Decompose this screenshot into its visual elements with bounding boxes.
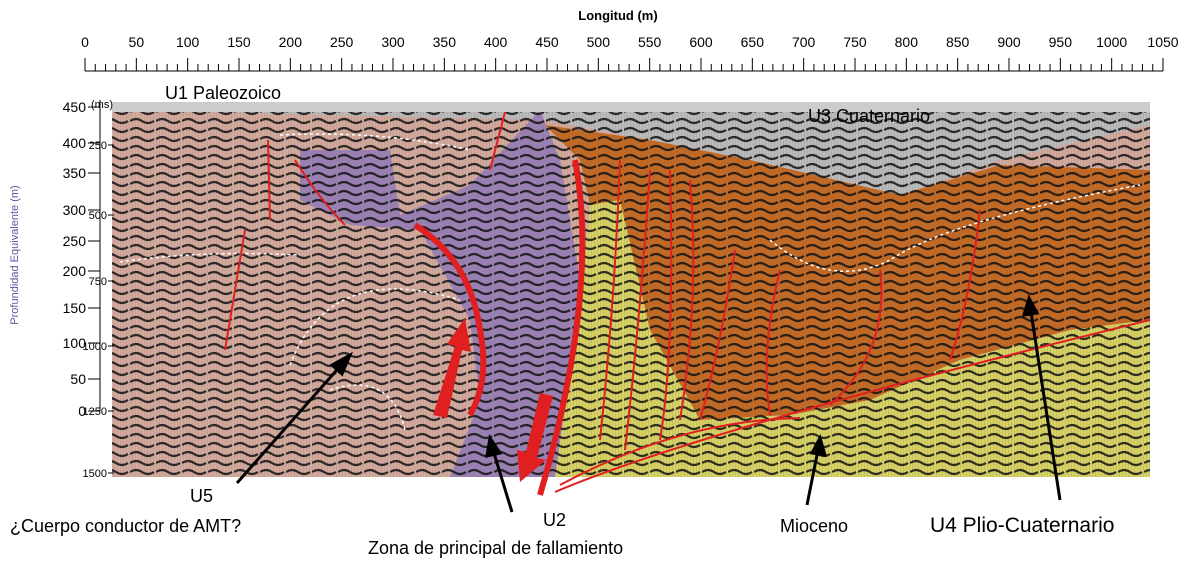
x-tick-label: 900 — [997, 34, 1021, 50]
figure: Profundidad Equivalente (m) Longitud (m)… — [0, 0, 1198, 563]
y-tick-label: 50 — [70, 371, 86, 387]
depth-axis-title: Profundidad Equivalente (m) — [9, 185, 21, 324]
x-tick-label: 650 — [741, 34, 765, 50]
x-tick-label: 400 — [484, 34, 508, 50]
top-band — [112, 102, 1150, 112]
length-axis-title: Longitud (m) — [578, 8, 657, 23]
unit-label: U2 — [543, 510, 566, 530]
time-tick-label: 500 — [89, 210, 107, 222]
unit-label: Mioceno — [780, 516, 848, 536]
x-tick-label: 300 — [381, 34, 405, 50]
x-tick-label: 850 — [946, 34, 970, 50]
y-tick-label: 200 — [63, 263, 87, 279]
x-tick-label: 700 — [792, 34, 816, 50]
x-tick-label: 150 — [227, 34, 251, 50]
x-tick-label: 1000 — [1096, 34, 1127, 50]
unit-label: U1 Paleozoico — [165, 83, 281, 103]
x-tick-label: 600 — [689, 34, 713, 50]
time-unit: (ms) — [91, 99, 113, 111]
x-tick-label: 950 — [1049, 34, 1073, 50]
time-tick-label: 750 — [89, 276, 107, 288]
unit-label: U4 Plio-Cuaternario — [930, 514, 1114, 537]
x-tick-label: 200 — [279, 34, 303, 50]
x-tick-label: 450 — [535, 34, 559, 50]
time-tick-label: 1250 — [83, 406, 107, 418]
time-tick-label: 1000 — [83, 341, 107, 353]
y-tick-label: 350 — [63, 165, 87, 181]
x-tick-label: 100 — [176, 34, 200, 50]
unit-note: ¿Cuerpo conductor de AMT? — [10, 516, 241, 536]
y-tick-label: 300 — [63, 202, 87, 218]
x-tick-label: 0 — [81, 34, 89, 50]
x-tick-label: 750 — [843, 34, 867, 50]
time-tick-label: 250 — [89, 140, 107, 152]
y-tick-label: 250 — [63, 233, 87, 249]
time-tick-label: 1500 — [83, 468, 107, 480]
x-tick-label: 500 — [587, 34, 611, 50]
y-tick-label: 450 — [63, 99, 87, 115]
unit-label: U5 — [190, 486, 213, 506]
unit-note: Zona de principal de fallamiento — [368, 538, 623, 558]
x-tick-label: 50 — [129, 34, 145, 50]
x-tick-label: 250 — [330, 34, 354, 50]
y-tick-label: 150 — [63, 300, 87, 316]
x-tick-label: 550 — [638, 34, 662, 50]
unit-label: U3 Cuaternario — [808, 106, 930, 126]
x-tick-label: 1050 — [1147, 34, 1178, 50]
y-tick-label: 400 — [63, 135, 87, 151]
x-tick-label: 350 — [433, 34, 457, 50]
x-tick-label: 800 — [895, 34, 919, 50]
